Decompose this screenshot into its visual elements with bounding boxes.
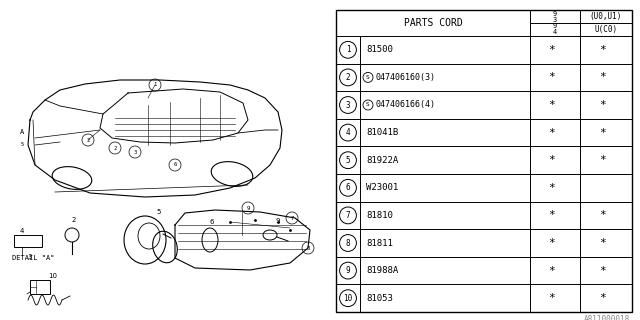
Text: 4: 4: [20, 228, 24, 234]
Text: *: *: [548, 183, 556, 193]
Text: 5: 5: [157, 209, 161, 215]
Text: *: *: [548, 211, 556, 220]
Text: *: *: [548, 100, 556, 110]
Text: *: *: [600, 293, 606, 303]
Text: PARTS CORD: PARTS CORD: [404, 18, 462, 28]
Text: 5: 5: [20, 142, 24, 148]
Text: *: *: [548, 72, 556, 83]
Text: 9
3: 9 3: [553, 11, 557, 22]
Text: 7: 7: [291, 215, 294, 220]
Text: *: *: [600, 45, 606, 55]
Text: U(C0): U(C0): [595, 25, 618, 34]
Text: 10: 10: [344, 294, 353, 303]
Bar: [14, 235, 42, 247]
Text: *: *: [548, 155, 556, 165]
Text: 3: 3: [133, 149, 136, 155]
Text: 81500: 81500: [366, 45, 393, 54]
Text: 2: 2: [346, 73, 350, 82]
Text: 9
4: 9 4: [553, 23, 557, 36]
Text: *: *: [548, 293, 556, 303]
Text: 1: 1: [346, 45, 350, 54]
Text: 8: 8: [346, 238, 350, 247]
Text: 9: 9: [346, 266, 350, 275]
Text: 81810: 81810: [366, 211, 393, 220]
Text: A: A: [20, 129, 24, 135]
Text: 81811: 81811: [366, 238, 393, 247]
Text: *: *: [600, 128, 606, 138]
Text: *: *: [548, 238, 556, 248]
Text: 6: 6: [210, 219, 214, 225]
Text: 81041B: 81041B: [366, 128, 398, 137]
Text: *: *: [548, 128, 556, 138]
Text: 5: 5: [346, 156, 350, 165]
Text: *: *: [600, 266, 606, 276]
Text: 2: 2: [86, 138, 90, 142]
Text: 81922A: 81922A: [366, 156, 398, 165]
Text: *: *: [548, 266, 556, 276]
Text: W23001: W23001: [366, 183, 398, 192]
Text: 10: 10: [48, 273, 57, 279]
Text: S: S: [366, 102, 370, 108]
Text: 3: 3: [28, 254, 32, 260]
Text: 2: 2: [113, 146, 116, 150]
Bar: [30, 280, 50, 294]
Text: 3: 3: [346, 100, 350, 109]
Text: *: *: [600, 238, 606, 248]
Text: *: *: [600, 100, 606, 110]
Text: 7: 7: [346, 211, 350, 220]
Text: 6: 6: [346, 183, 350, 192]
Text: 81053: 81053: [366, 294, 393, 303]
Text: 4: 4: [346, 128, 350, 137]
Text: S: S: [366, 75, 370, 80]
Text: A811000018: A811000018: [584, 315, 630, 320]
Text: *: *: [600, 155, 606, 165]
Text: 047406160(3): 047406160(3): [375, 73, 435, 82]
Text: 6: 6: [173, 163, 177, 167]
Text: 81988A: 81988A: [366, 266, 398, 275]
Text: (U0,U1): (U0,U1): [590, 12, 622, 21]
Text: 047406166(4): 047406166(4): [375, 100, 435, 109]
Text: 9: 9: [246, 205, 250, 211]
Text: DETAIL "A": DETAIL "A": [12, 255, 54, 261]
Text: 2: 2: [72, 217, 76, 223]
Text: 1: 1: [154, 83, 157, 87]
Text: *: *: [548, 45, 556, 55]
Text: *: *: [600, 211, 606, 220]
Text: 9: 9: [276, 218, 280, 224]
Bar: [336, 10, 632, 312]
Text: 8: 8: [307, 245, 310, 251]
Text: *: *: [600, 72, 606, 83]
